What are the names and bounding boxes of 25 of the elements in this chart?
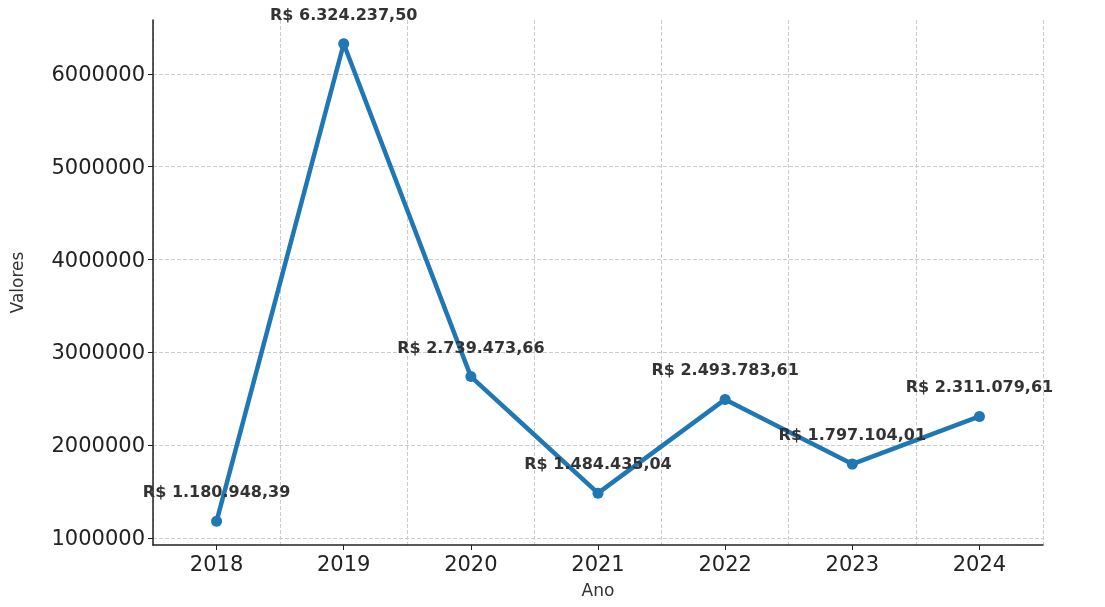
y-axis-title: Valores <box>6 251 27 314</box>
point <box>973 410 985 422</box>
y-tick-label: 3000000 <box>51 340 145 365</box>
y-tick-label: 6000000 <box>51 61 145 86</box>
point <box>846 458 858 470</box>
x-tick-label: 2019 <box>316 551 371 576</box>
x-axis-title: Ano <box>581 579 615 600</box>
point <box>719 393 731 405</box>
point <box>465 371 477 383</box>
y-tick-label: 1000000 <box>51 526 145 551</box>
y-tick-label: 4000000 <box>51 247 145 272</box>
data-label: R$ 2.493.783,61 <box>651 360 799 380</box>
x-tick-label: 2021 <box>571 551 625 576</box>
point <box>338 38 350 50</box>
x-tick-label: 2020 <box>444 551 498 576</box>
x-tick-label: 2022 <box>698 551 752 576</box>
x-tick-label: 2024 <box>952 551 1007 576</box>
y-tick-label: 2000000 <box>51 433 145 458</box>
point <box>592 487 604 499</box>
data-label: R$ 6.324.237,50 <box>269 4 418 24</box>
y-tick-label: 5000000 <box>51 154 145 179</box>
data-label: R$ 2.311.079,61 <box>905 377 1054 397</box>
x-tick-label: 2018 <box>189 551 244 576</box>
x-tick-label: 2023 <box>825 551 880 576</box>
point <box>211 515 223 527</box>
